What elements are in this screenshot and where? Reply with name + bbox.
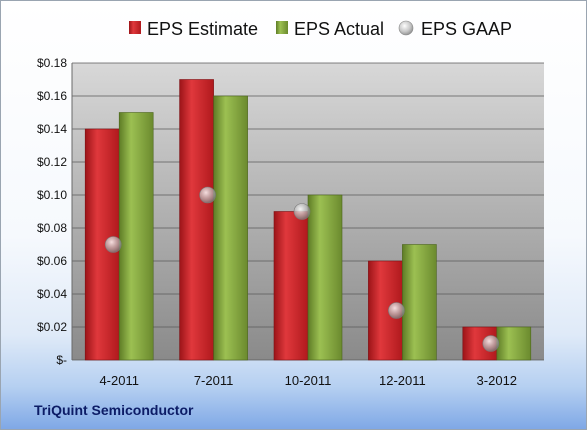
legend: EPS Estimate EPS Actual EPS GAAP: [129, 19, 512, 39]
x-tick-label: 4-2011: [99, 373, 139, 388]
y-tick-label: $0.06: [37, 254, 67, 268]
point-eps-gaap: [482, 335, 500, 352]
x-tick-label: 3-2012: [477, 373, 517, 388]
x-tick-label: 10-2011: [285, 373, 332, 388]
legend-label-actual: EPS Actual: [294, 19, 384, 39]
y-tick-label: $0.18: [37, 56, 67, 70]
point-eps-gaap: [388, 302, 405, 319]
gaap-points: [104, 186, 500, 352]
legend-marker-gaap: [398, 20, 414, 36]
bar-eps-actual: [307, 194, 343, 361]
legend-swatch-actual: [276, 21, 288, 34]
y-tick-label: $0.14: [37, 122, 67, 136]
x-tick-label: 12-2011: [379, 373, 426, 388]
bar-eps-estimate: [273, 211, 309, 361]
y-tick-label: $0.10: [37, 188, 67, 202]
y-tick-label: $0.12: [37, 155, 67, 169]
legend-label-gaap: EPS GAAP: [421, 19, 512, 39]
y-tick-label: $0.04: [37, 287, 67, 301]
y-tick-label: $-: [56, 353, 67, 367]
point-eps-gaap: [104, 236, 122, 253]
x-axis: 4-2011 7-2011 10-2011 12-2011 3-2012: [99, 373, 517, 388]
company-name: TriQuint Semiconductor: [34, 402, 194, 418]
bar-eps-estimate: [179, 79, 214, 361]
bar-eps-actual: [213, 95, 248, 361]
y-tick-label: $0.02: [37, 320, 67, 334]
legend-label-estimate: EPS Estimate: [147, 19, 258, 39]
point-eps-gaap: [293, 203, 311, 220]
legend-swatch-estimate: [129, 21, 141, 34]
y-tick-label: $0.08: [37, 221, 67, 235]
bar-eps-actual: [496, 326, 532, 361]
bar-eps-actual: [118, 112, 154, 361]
x-tick-label: 7-2011: [194, 373, 234, 388]
y-tick-label: $0.16: [37, 89, 67, 103]
point-eps-gaap: [199, 186, 216, 204]
bar-eps-actual: [402, 244, 437, 361]
y-axis: $- $0.02 $0.04 $0.06 $0.08 $0.10 $0.12 $0.14 $0.…: [37, 56, 67, 367]
